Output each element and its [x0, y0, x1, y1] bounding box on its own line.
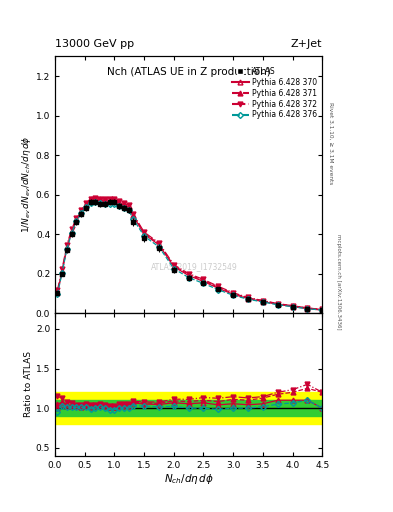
Text: Z+Jet: Z+Jet	[291, 38, 322, 49]
Bar	[55, 400, 322, 416]
Text: Nch (ATLAS UE in Z production): Nch (ATLAS UE in Z production)	[107, 67, 270, 77]
Text: ATLAS_2019_I1732549: ATLAS_2019_I1732549	[151, 262, 237, 271]
Legend: ATLAS, Pythia 6.428 370, Pythia 6.428 371, Pythia 6.428 372, Pythia 6.428 376: ATLAS, Pythia 6.428 370, Pythia 6.428 37…	[230, 65, 318, 121]
Text: Rivet 3.1.10, ≥ 3.1M events: Rivet 3.1.10, ≥ 3.1M events	[328, 102, 333, 184]
Text: 13000 GeV pp: 13000 GeV pp	[55, 38, 134, 49]
Y-axis label: Ratio to ATLAS: Ratio to ATLAS	[24, 351, 33, 417]
Bar	[55, 392, 322, 424]
X-axis label: $N_{ch}/d\eta\,d\phi$: $N_{ch}/d\eta\,d\phi$	[163, 472, 214, 486]
Text: mcplots.cern.ch [arXiv:1306.3436]: mcplots.cern.ch [arXiv:1306.3436]	[336, 234, 341, 329]
Y-axis label: $1/N_{ev}\,dN_{ev}/dN_{ch}/d\eta\,d\phi$: $1/N_{ev}\,dN_{ev}/dN_{ch}/d\eta\,d\phi$	[20, 136, 33, 233]
